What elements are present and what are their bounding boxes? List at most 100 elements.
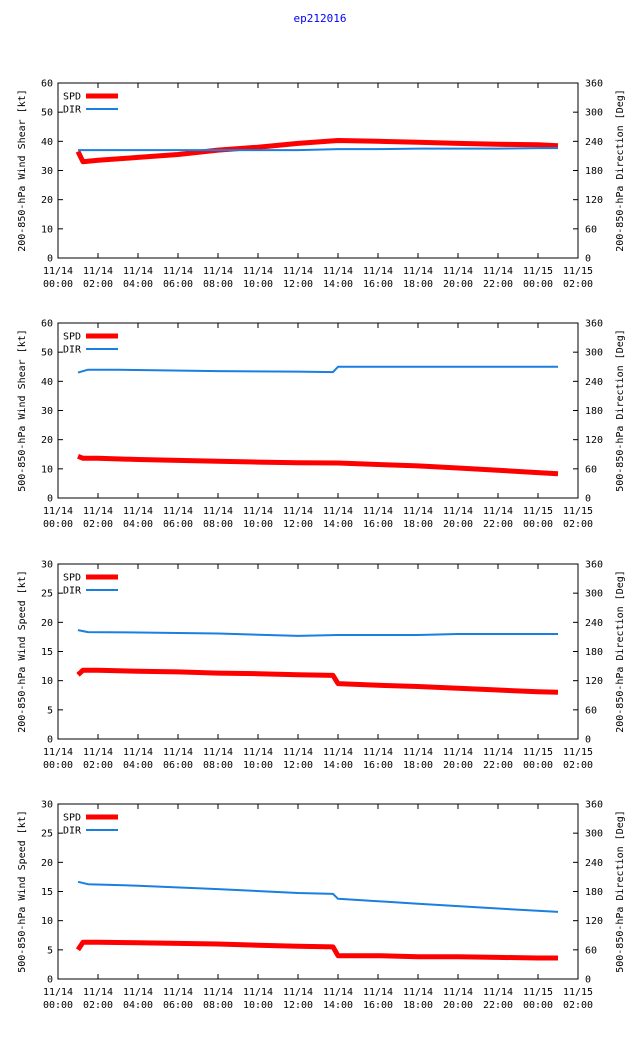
y2-tick-label: 180 <box>585 647 603 658</box>
x-tick-label-time: 04:00 <box>123 760 153 771</box>
x-tick-label-date: 11/15 <box>523 266 553 277</box>
x-tick-label-time: 00:00 <box>43 1000 73 1011</box>
x-tick-label-date: 11/14 <box>43 747 73 758</box>
legend-label-dir: DIR <box>63 345 82 356</box>
y2-tick-label: 120 <box>585 916 603 927</box>
x-tick-label-time: 02:00 <box>83 519 113 530</box>
y-tick-label: 0 <box>47 254 53 265</box>
y2-tick-label: 0 <box>585 254 591 265</box>
x-tick-label-time: 06:00 <box>163 1000 193 1011</box>
y2-tick-label: 180 <box>585 406 603 417</box>
y-tick-label: 5 <box>47 705 53 716</box>
y-tick-label: 10 <box>41 464 53 475</box>
y-tick-label: 0 <box>47 494 53 505</box>
x-tick-label-time: 18:00 <box>403 760 433 771</box>
x-tick-label-time: 00:00 <box>523 760 553 771</box>
x-tick-label-time: 08:00 <box>203 279 233 290</box>
y2-tick-label: 0 <box>585 494 591 505</box>
x-tick-label-date: 11/14 <box>83 506 113 517</box>
x-tick-label-date: 11/14 <box>403 506 433 517</box>
series-line-spd <box>75 939 558 961</box>
y-tick-label: 20 <box>41 618 53 629</box>
y-axis-label: 200-850-hPa Wind Speed [kt] <box>17 570 28 733</box>
x-tick-label-date: 11/15 <box>563 987 593 998</box>
x-tick-label-date: 11/14 <box>163 506 193 517</box>
x-tick-label-time: 22:00 <box>483 1000 513 1011</box>
x-tick-label-time: 02:00 <box>563 1000 593 1011</box>
legend-label-dir: DIR <box>63 826 82 837</box>
x-tick-label-date: 11/14 <box>403 987 433 998</box>
x-tick-label-time: 02:00 <box>563 279 593 290</box>
y-tick-label: 0 <box>47 735 53 746</box>
y2-tick-label: 360 <box>585 319 603 330</box>
x-tick-label-date: 11/15 <box>563 266 593 277</box>
y2-tick-label: 0 <box>585 735 591 746</box>
y-tick-label: 30 <box>41 406 53 417</box>
series-line-dir <box>77 365 558 374</box>
x-tick-label-time: 06:00 <box>163 760 193 771</box>
x-tick-label-date: 11/14 <box>43 987 73 998</box>
x-tick-label-date: 11/14 <box>83 266 113 277</box>
y-tick-label: 40 <box>41 137 53 148</box>
x-tick-label-date: 11/14 <box>483 506 513 517</box>
x-tick-label-time: 00:00 <box>43 279 73 290</box>
x-tick-label-date: 11/14 <box>363 747 393 758</box>
x-tick-label-time: 22:00 <box>483 519 513 530</box>
x-tick-label-date: 11/14 <box>483 747 513 758</box>
x-tick-label-time: 08:00 <box>203 519 233 530</box>
x-tick-label-date: 11/14 <box>243 987 273 998</box>
series-line-spd <box>75 138 559 165</box>
x-tick-label-time: 10:00 <box>243 279 273 290</box>
x-tick-label-date: 11/14 <box>483 266 513 277</box>
y-tick-label: 0 <box>47 975 53 986</box>
x-tick-label-time: 14:00 <box>323 760 353 771</box>
x-tick-label-time: 16:00 <box>363 1000 393 1011</box>
y2-tick-label: 240 <box>585 618 603 629</box>
x-tick-label-time: 12:00 <box>283 279 313 290</box>
x-tick-label-date: 11/14 <box>403 266 433 277</box>
x-tick-label-date: 11/15 <box>523 506 553 517</box>
y-tick-label: 60 <box>41 319 53 330</box>
x-tick-label-date: 11/14 <box>123 747 153 758</box>
x-tick-label-date: 11/14 <box>123 987 153 998</box>
legend-label-spd: SPD <box>63 332 81 343</box>
page-title: ep212016 <box>293 12 347 25</box>
x-tick-label-date: 11/14 <box>243 266 273 277</box>
x-tick-label-date: 11/14 <box>243 747 273 758</box>
x-tick-label-time: 22:00 <box>483 279 513 290</box>
x-tick-label-time: 12:00 <box>283 519 313 530</box>
x-tick-label-time: 14:00 <box>323 1000 353 1011</box>
x-tick-label-time: 02:00 <box>563 519 593 530</box>
x-tick-label-time: 10:00 <box>243 760 273 771</box>
y-tick-label: 30 <box>41 560 53 571</box>
x-tick-label-date: 11/14 <box>363 266 393 277</box>
x-tick-label-date: 11/14 <box>403 747 433 758</box>
x-tick-label-date: 11/14 <box>163 266 193 277</box>
y2-tick-label: 240 <box>585 377 603 388</box>
series-line-dir <box>77 629 558 637</box>
legend-label-dir: DIR <box>63 586 82 597</box>
x-tick-label-time: 10:00 <box>243 519 273 530</box>
x-tick-label-time: 16:00 <box>363 519 393 530</box>
x-tick-label-date: 11/14 <box>203 506 233 517</box>
y2-tick-label: 300 <box>585 108 603 119</box>
x-tick-label-date: 11/14 <box>83 987 113 998</box>
x-tick-label-time: 04:00 <box>123 1000 153 1011</box>
x-tick-label-date: 11/14 <box>323 987 353 998</box>
x-tick-label-date: 11/14 <box>43 506 73 517</box>
x-tick-label-date: 11/14 <box>243 506 273 517</box>
y-axis-label: 500-850-hPa Wind Speed [kt] <box>17 810 28 973</box>
y-tick-label: 50 <box>41 348 53 359</box>
y-tick-label: 25 <box>41 829 53 840</box>
y2-tick-label: 240 <box>585 137 603 148</box>
x-tick-label-time: 14:00 <box>323 279 353 290</box>
x-tick-label-time: 02:00 <box>83 760 113 771</box>
y2-tick-label: 180 <box>585 166 603 177</box>
x-tick-label-date: 11/14 <box>443 266 473 277</box>
series-line-spd <box>76 667 559 695</box>
x-tick-label-date: 11/14 <box>483 987 513 998</box>
x-tick-label-time: 16:00 <box>363 760 393 771</box>
legend-label-spd: SPD <box>63 92 81 103</box>
y2-axis-label: 200-850-hPa Direction [Deg] <box>615 570 626 733</box>
y2-tick-label: 120 <box>585 676 603 687</box>
